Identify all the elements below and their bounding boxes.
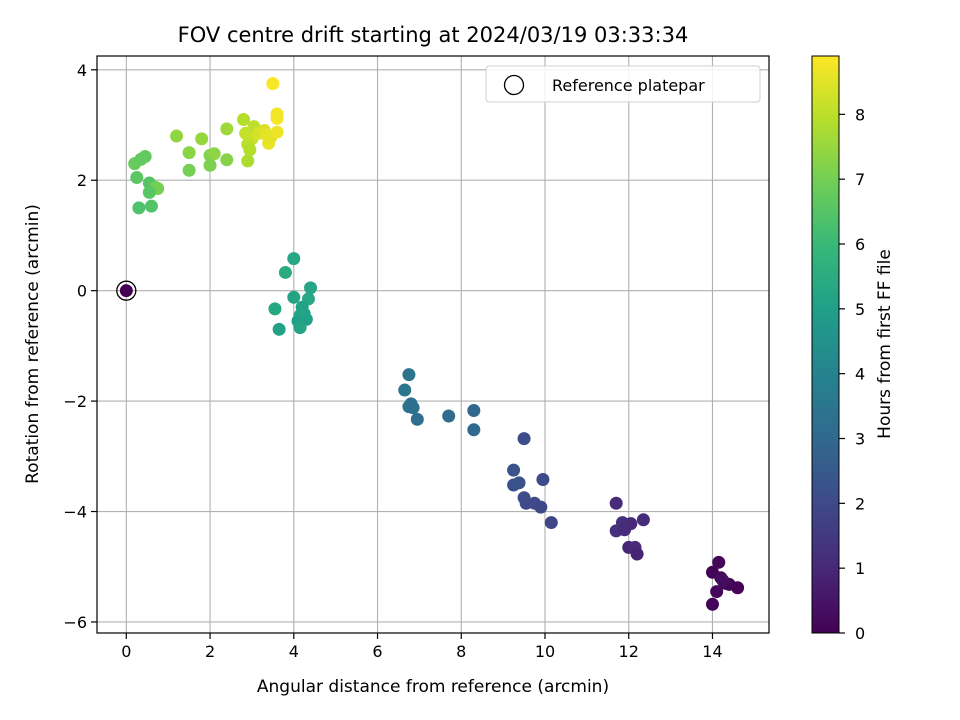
data-point (132, 201, 146, 215)
colorbar-tick-label: 3 (855, 430, 865, 449)
colorbar-tick-label: 7 (855, 170, 865, 189)
data-point (272, 322, 286, 336)
y-axis-ticks: −6 −4 −2 0 2 4 (63, 61, 97, 632)
y-tick-label: 0 (77, 282, 87, 301)
data-point (710, 585, 724, 599)
data-point (507, 463, 521, 477)
data-point (398, 383, 412, 397)
data-point (237, 112, 251, 126)
y-axis-label: Rotation from reference (arcmin) (23, 204, 43, 484)
colorbar-tick-label: 5 (855, 300, 865, 319)
data-point (207, 147, 221, 161)
data-point (170, 129, 184, 143)
data-point (243, 143, 257, 157)
legend-marker-circle-icon (503, 74, 525, 96)
plot-frame (96, 55, 770, 634)
data-point (130, 170, 144, 184)
colorbar-tick-label: 8 (855, 105, 865, 124)
legend-entry-reference-platepar: Reference platepar (552, 76, 705, 95)
data-point (266, 77, 280, 91)
y-tick-label: 2 (77, 171, 87, 190)
data-point (304, 281, 318, 295)
data-point (544, 516, 558, 530)
data-point (467, 403, 481, 417)
data-point (220, 122, 234, 136)
data-point (268, 302, 282, 316)
data-point (402, 368, 416, 382)
data-point (705, 597, 719, 611)
data-point (712, 555, 726, 569)
colorbar-gradient (811, 55, 840, 634)
data-point (241, 154, 255, 168)
x-tick-label: 8 (456, 642, 466, 661)
data-point (195, 132, 209, 146)
x-tick-label: 4 (289, 642, 299, 661)
x-axis-label: Angular distance from reference (arcmin) (257, 677, 609, 697)
data-point (142, 185, 156, 199)
x-tick-label: 14 (702, 642, 722, 661)
x-tick-label: 6 (372, 642, 382, 661)
data-point (442, 409, 456, 423)
data-point (119, 284, 133, 298)
data-point (630, 547, 644, 561)
legend: Reference platepar (485, 65, 761, 103)
colorbar-tick-label: 1 (855, 559, 865, 578)
x-tick-label: 0 (121, 642, 131, 661)
x-tick-label: 2 (205, 642, 215, 661)
data-point (287, 252, 301, 266)
data-point (534, 500, 548, 514)
y-tick-label: −2 (63, 392, 87, 411)
x-tick-label: 12 (619, 642, 639, 661)
data-point (270, 125, 284, 139)
colorbar-tick-label: 0 (855, 624, 865, 643)
data-point (203, 158, 217, 172)
data-point (270, 107, 284, 121)
legend-box (485, 65, 761, 103)
data-point (278, 265, 292, 279)
colorbar-tick-label: 6 (855, 235, 865, 254)
data-point (467, 423, 481, 437)
data-point (512, 476, 526, 490)
colorbar-ticks: 0 1 2 3 4 5 6 7 8 (839, 105, 865, 643)
data-point (260, 128, 274, 142)
data-point (182, 163, 196, 177)
data-point (406, 401, 420, 415)
data-point (636, 513, 650, 527)
data-point (618, 523, 632, 537)
data-point (517, 432, 531, 446)
reference-platepar-marker (116, 280, 137, 301)
data-points (116, 77, 745, 611)
data-point (716, 574, 730, 588)
data-point (410, 412, 424, 426)
data-point (138, 149, 152, 163)
y-tick-label: 4 (77, 61, 87, 80)
x-axis-ticks: 0 2 4 6 8 10 12 14 (121, 633, 723, 661)
y-tick-label: −4 (63, 503, 87, 522)
x-tick-label: 10 (535, 642, 555, 661)
data-point (144, 199, 158, 213)
colorbar-tick-label: 4 (855, 365, 865, 384)
data-point (536, 473, 550, 487)
y-tick-label: −6 (63, 613, 87, 632)
colorbar-label: Hours from first FF file (875, 249, 895, 439)
colorbar: 0 1 2 3 4 5 6 7 8 Hours from first FF file (811, 55, 895, 643)
chart-title: FOV centre drift starting at 2024/03/19 … (178, 23, 689, 47)
data-point (182, 146, 196, 160)
data-point (220, 153, 234, 167)
data-point (287, 290, 301, 304)
colorbar-tick-label: 2 (855, 494, 865, 513)
data-point (609, 496, 623, 510)
data-point (293, 321, 307, 335)
